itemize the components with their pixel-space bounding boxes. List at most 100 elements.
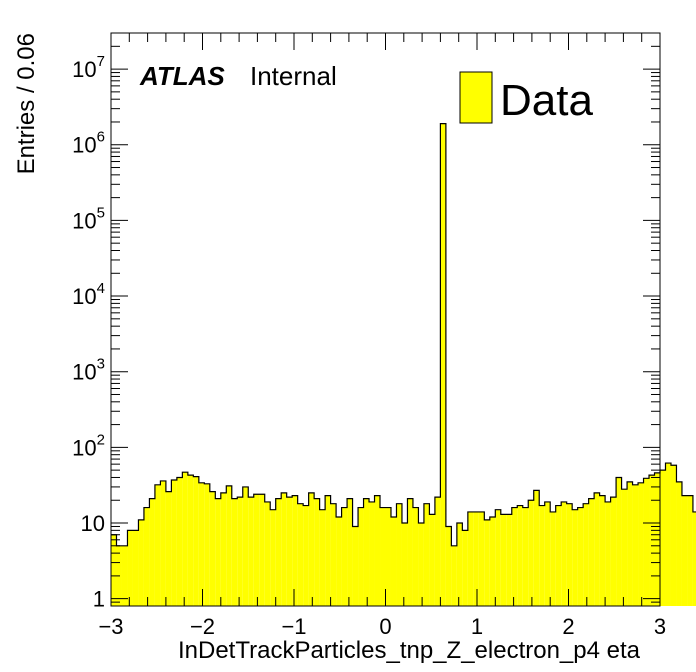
histogram-bin — [539, 505, 545, 606]
histogram-bin — [248, 497, 254, 606]
histogram-bin — [445, 526, 452, 606]
atlas-label: ATLAS Internal — [139, 61, 337, 91]
atlas-label-internal: Internal — [250, 61, 337, 91]
histogram-bin — [676, 481, 682, 606]
histogram-bin — [643, 478, 650, 606]
y-tick-label: 105 — [72, 204, 105, 233]
histogram-bin — [347, 498, 353, 606]
histogram-bin — [237, 497, 243, 606]
histogram-bin — [226, 485, 232, 606]
histogram-bin — [121, 545, 128, 606]
histogram-bin — [270, 509, 276, 606]
histogram-bin — [434, 497, 441, 606]
histogram-bin — [638, 482, 644, 606]
histogram-bin — [253, 494, 260, 606]
histogram-bin — [670, 465, 677, 606]
histogram-bin — [303, 505, 309, 606]
histogram-bin — [478, 511, 485, 606]
y-tick-label: 106 — [72, 129, 105, 158]
histogram-bin — [259, 494, 265, 606]
x-tick-label: −1 — [281, 614, 306, 639]
histogram-bin — [286, 497, 293, 606]
histogram-bin — [352, 526, 359, 606]
atlas-label-bold: ATLAS — [139, 61, 225, 91]
histogram-bin — [632, 484, 639, 606]
histogram-bin — [473, 511, 479, 606]
histogram-bin — [132, 530, 139, 606]
x-axis-title: InDetTrackParticles_tnp_Z_electron_p4 et… — [178, 637, 641, 664]
x-tick-label: 3 — [654, 614, 666, 639]
histogram-bin — [528, 500, 534, 606]
histogram-bin — [127, 530, 133, 606]
histogram-bin — [555, 505, 562, 606]
histogram-bin — [660, 470, 666, 606]
histogram-bin — [456, 523, 463, 606]
histogram-bin — [138, 519, 144, 606]
histogram-bin — [550, 511, 556, 606]
histogram-bin — [215, 498, 221, 606]
histogram-bin — [264, 501, 271, 606]
histogram-bin — [209, 491, 216, 606]
histogram-bin — [599, 495, 606, 606]
histogram-bin — [308, 492, 315, 606]
histogram-bin — [649, 475, 655, 606]
histogram-bin — [187, 475, 194, 606]
histogram-bin — [281, 492, 287, 606]
histogram-bin — [544, 501, 551, 606]
histogram-bin — [154, 484, 161, 606]
histogram-bin — [610, 497, 617, 606]
legend-swatch-data — [459, 71, 493, 124]
x-tick-label: 2 — [562, 614, 574, 639]
histogram-bin — [204, 483, 210, 606]
histogram-bin — [418, 523, 424, 606]
legend: Data — [459, 71, 593, 125]
histogram-bin — [111, 534, 117, 606]
histogram-bin — [429, 514, 435, 606]
histogram-bin — [440, 123, 446, 606]
histogram-bin — [412, 507, 419, 606]
histogram-bin — [231, 498, 238, 606]
histogram-bin — [572, 509, 578, 606]
histogram-bin — [401, 523, 408, 606]
histogram-outline — [111, 123, 696, 547]
histogram-bin — [380, 507, 386, 606]
y-tick-label: 1 — [93, 587, 105, 612]
histogram-bin — [561, 501, 567, 606]
histogram-bin — [176, 477, 183, 606]
histogram-bin — [692, 511, 696, 606]
histogram-bin — [451, 545, 457, 606]
histogram-bin — [358, 507, 364, 606]
histogram-bin — [522, 507, 529, 606]
histogram-bin — [143, 507, 150, 606]
axis-tick-labels: −3 −2 −1 0 1 2 3 1 10 102 103 104 105 106 107 — [72, 53, 666, 639]
histogram-bin — [193, 476, 199, 606]
histogram-bin — [495, 509, 501, 606]
histogram-bin — [314, 498, 320, 606]
histogram-bin — [242, 486, 249, 606]
histogram-bin — [583, 503, 589, 606]
histogram-bin — [621, 489, 628, 606]
histogram-bin — [396, 503, 402, 606]
histogram-bin — [198, 482, 205, 606]
histogram-bin — [385, 507, 391, 606]
histogram-bin — [407, 498, 413, 606]
histogram-bin — [160, 480, 166, 606]
histogram-bin — [687, 495, 693, 606]
histogram-bin — [369, 501, 375, 606]
histogram-bin — [297, 503, 304, 606]
histogram-bin — [325, 495, 331, 606]
histogram-bin — [171, 480, 177, 606]
histogram-bin — [533, 490, 540, 606]
histogram-bin — [292, 495, 298, 606]
x-tick-label: 1 — [471, 614, 483, 639]
x-tick-label: −2 — [190, 614, 215, 639]
y-axis-title: Entries / 0.06 — [13, 33, 40, 174]
histogram-bin — [517, 505, 523, 606]
axis-ticks — [110, 32, 661, 607]
histogram-bin — [149, 498, 155, 606]
histogram-bin — [500, 514, 507, 606]
y-tick-label: 10 — [81, 511, 105, 536]
histogram-bin — [665, 463, 671, 606]
histogram-bin — [275, 498, 282, 606]
